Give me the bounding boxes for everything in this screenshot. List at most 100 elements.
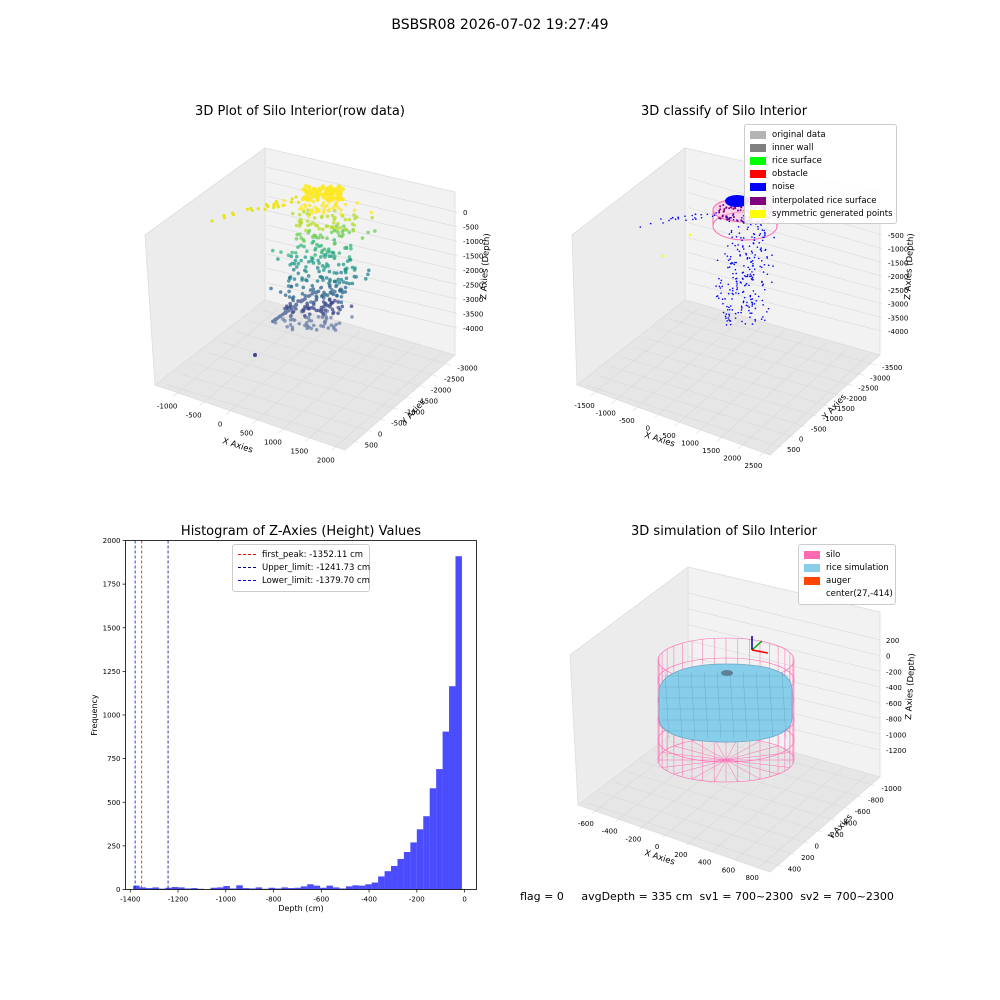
simulation-x-tick-label: 400	[698, 859, 711, 867]
histogram-bar	[146, 888, 153, 890]
noise-point	[736, 282, 738, 285]
raw-point	[366, 230, 370, 235]
histogram-x-tick-label: -1400	[120, 896, 140, 904]
raw-point	[339, 208, 343, 212]
noise-point	[741, 216, 743, 219]
noise-point	[747, 226, 749, 229]
simulation-plot-title: 3D simulation of Silo Interior	[631, 524, 817, 539]
noise-point	[762, 304, 764, 306]
raw-point	[314, 192, 320, 197]
raw-point	[309, 208, 313, 213]
interpolated-point	[718, 209, 721, 212]
noise-point	[649, 222, 652, 225]
histogram-bar	[358, 885, 366, 890]
histogram-legend-item: Upper_limit: -1241.73 cm	[238, 561, 370, 574]
raw-point	[231, 211, 235, 215]
raw-point	[343, 246, 347, 250]
raw-point	[334, 322, 339, 327]
noise-point	[749, 273, 752, 275]
classify-z-tick-label: -1500	[888, 259, 908, 267]
raw-y-tick-label: -1000	[404, 409, 424, 417]
raw-point	[290, 250, 294, 255]
raw-point	[297, 200, 301, 204]
noise-point	[772, 265, 774, 267]
classify-y-tick-label: 0	[799, 436, 803, 444]
rice-mesh-line	[677, 671, 683, 739]
raw-point	[348, 243, 353, 248]
histogram-bar	[236, 885, 243, 890]
classify-y-tick-label: -1500	[835, 405, 855, 413]
noise-point	[763, 229, 765, 232]
histogram-bar	[223, 886, 230, 890]
raw-point	[289, 314, 293, 318]
noise-point	[745, 275, 747, 278]
noise-point	[764, 319, 766, 322]
noise-point	[734, 312, 737, 315]
noise-point	[728, 233, 731, 235]
raw-point	[338, 225, 343, 230]
raw-point	[327, 207, 332, 212]
raw-point	[307, 203, 312, 208]
raw-point	[306, 223, 310, 228]
classify-z-tick-label: -1000	[888, 246, 908, 254]
raw-point	[305, 219, 310, 223]
classify-legend-swatch	[750, 209, 766, 218]
noise-point	[731, 309, 734, 311]
noise-point	[741, 277, 744, 280]
simulation-y-tick-label: 400	[788, 865, 801, 873]
histogram-bar	[287, 888, 295, 890]
simulation-x-tick-label: 600	[722, 866, 735, 874]
raw-x-tick-label: 1500	[290, 448, 308, 456]
classify-legend-swatch	[750, 130, 766, 139]
noise-point	[711, 215, 714, 218]
classify-z-tick-label: -500	[888, 232, 904, 240]
raw-point	[331, 189, 336, 195]
raw-point	[373, 229, 377, 233]
histogram-bar	[300, 886, 308, 890]
noise-point	[726, 255, 729, 257]
noise-point	[754, 320, 757, 322]
histogram-x-tick-label: -800	[266, 896, 282, 904]
noise-point	[751, 305, 753, 307]
raw-point	[269, 286, 273, 291]
noise-point	[735, 292, 737, 294]
noise-point	[747, 266, 750, 269]
raw-point	[332, 217, 336, 222]
raw-point	[352, 223, 356, 227]
raw-point	[296, 299, 300, 303]
raw-point	[333, 328, 338, 332]
simulation-y-tick-label: -1000	[881, 785, 901, 793]
raw-point	[305, 323, 309, 328]
raw-point	[256, 207, 260, 211]
classify-legend-label: noise	[772, 182, 795, 193]
raw-point	[249, 206, 253, 211]
simulation-y-tick-label: -200	[828, 831, 844, 839]
noise-point	[746, 301, 748, 304]
noise-point	[677, 217, 680, 220]
raw-point	[306, 193, 311, 198]
figure-title: BSBSR08 2026-07-02 19:27:49	[391, 17, 609, 33]
raw-point	[306, 274, 311, 278]
histogram-bar	[442, 731, 450, 890]
noise-point	[726, 305, 728, 308]
noise-point	[674, 218, 677, 220]
noise-point	[731, 242, 734, 245]
histogram-bar	[281, 887, 288, 890]
raw-point	[288, 301, 292, 306]
raw-point	[350, 281, 355, 286]
noise-point	[732, 214, 734, 217]
raw-point	[335, 227, 340, 231]
noise-point	[729, 289, 731, 291]
raw-point	[332, 208, 337, 213]
raw-point	[291, 309, 296, 314]
noise-point	[660, 218, 662, 220]
histogram-bar	[307, 884, 314, 890]
raw-point	[299, 217, 303, 222]
noise-point	[760, 250, 763, 252]
noise-point	[766, 257, 769, 259]
raw-point	[318, 274, 323, 279]
raw-point	[310, 189, 315, 194]
histogram-y-tick-label: 1000	[103, 712, 121, 720]
raw-point	[313, 223, 318, 227]
raw-point	[355, 201, 360, 205]
